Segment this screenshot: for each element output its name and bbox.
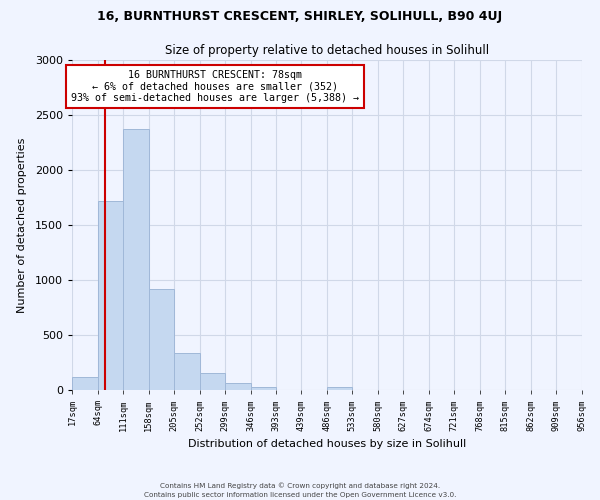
Title: Size of property relative to detached houses in Solihull: Size of property relative to detached ho… xyxy=(165,44,489,58)
Bar xyxy=(327,386,352,390)
Text: 16 BURNTHURST CRESCENT: 78sqm
← 6% of detached houses are smaller (352)
93% of s: 16 BURNTHURST CRESCENT: 78sqm ← 6% of de… xyxy=(71,70,359,103)
Bar xyxy=(123,130,149,390)
Bar xyxy=(149,289,174,390)
Bar xyxy=(251,386,276,390)
X-axis label: Distribution of detached houses by size in Solihull: Distribution of detached houses by size … xyxy=(188,439,466,449)
Bar xyxy=(174,352,200,390)
Bar xyxy=(98,201,123,390)
Y-axis label: Number of detached properties: Number of detached properties xyxy=(17,138,26,312)
Text: Contains HM Land Registry data © Crown copyright and database right 2024.
Contai: Contains HM Land Registry data © Crown c… xyxy=(144,482,456,498)
Bar xyxy=(72,377,98,390)
Bar xyxy=(225,383,251,390)
Text: 16, BURNTHURST CRESCENT, SHIRLEY, SOLIHULL, B90 4UJ: 16, BURNTHURST CRESCENT, SHIRLEY, SOLIHU… xyxy=(97,10,503,23)
Bar xyxy=(200,373,225,390)
